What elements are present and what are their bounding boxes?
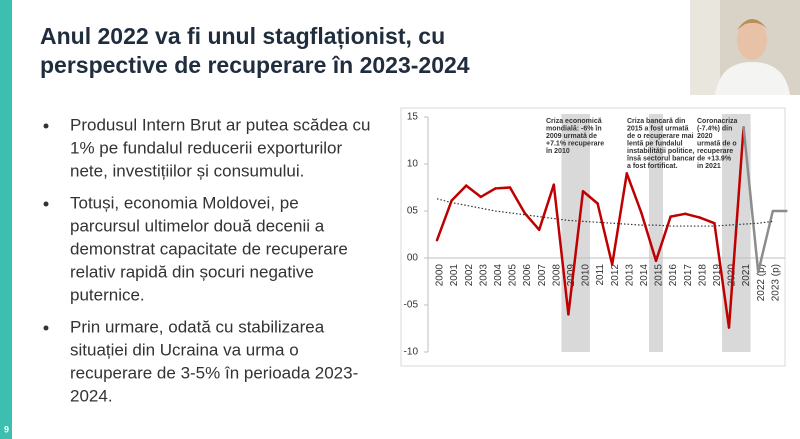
annotation: +7.1% recuperare — [546, 140, 604, 147]
annotation: în 2010 — [545, 148, 570, 155]
annotation: a fost fortificat. — [627, 163, 678, 170]
y-tick-label: 00 — [407, 253, 419, 264]
bullet-dot — [43, 201, 49, 207]
annotation: (-7.4%) din — [697, 125, 732, 132]
bullet-text: recuperare de 3-5% în perioada 2023- — [70, 363, 358, 382]
line-segment — [669, 212, 687, 218]
x-tick-label: 2022 (p) — [756, 264, 767, 301]
bullet-text: demonstrat capacitate de recuperare — [70, 239, 348, 258]
annotation: in 2021 — [697, 163, 721, 170]
x-tick-label: 2005 — [508, 264, 519, 287]
x-tick-label: 2001 — [449, 264, 460, 287]
annotation: Coronacriza — [697, 118, 738, 125]
line-segment — [464, 184, 483, 199]
annotation: recuperare — [697, 148, 733, 155]
bullet-text: Totuși, economia Moldovei, pe — [70, 193, 299, 212]
y-tick-label: 15 — [407, 112, 419, 123]
highlight-band — [561, 114, 590, 352]
bullet-dot — [43, 325, 49, 331]
line-segment — [450, 184, 468, 202]
annotation: mondială: -6% în — [546, 125, 602, 132]
bullet-text: Produsul Intern Brut ar putea scădea cu — [70, 115, 371, 134]
x-tick-label: 2017 — [683, 264, 694, 287]
bullet-dot — [43, 123, 49, 129]
line-segment — [581, 190, 599, 205]
line-segment — [654, 215, 672, 263]
x-tick-label: 2003 — [478, 264, 489, 287]
page-number: 9 — [4, 424, 9, 434]
x-tick-label: 2006 — [522, 264, 533, 287]
x-tick-label: 2016 — [668, 264, 679, 287]
line-segment — [625, 172, 643, 215]
bullet-text: 1% pe fundalul reducerii exporturilor — [70, 138, 342, 157]
x-tick-label: 2019 — [712, 264, 723, 287]
annotation: urmată de o — [697, 140, 737, 147]
y-tick-label: 10 — [407, 159, 419, 170]
annotation: 2015 a fost urmată — [627, 125, 689, 132]
line-segment — [435, 199, 453, 242]
line-segment — [610, 172, 629, 266]
chart-frame — [400, 107, 786, 367]
x-tick-label: 2015 — [654, 264, 665, 287]
x-tick-label: 2023 (p) — [770, 264, 781, 301]
annotation: instabilității politice, — [627, 148, 694, 155]
x-tick-label: 2000 — [435, 264, 446, 287]
bullet-text: parcursul ultimelor două decenii a — [70, 216, 325, 235]
line-segment — [742, 126, 760, 274]
line-segment — [523, 211, 541, 232]
line-segment — [640, 211, 658, 263]
slide-title: Anul 2022 va fi unul stagflaționist, cu — [40, 23, 445, 50]
line-segment — [567, 190, 585, 316]
y-tick-label: -10 — [404, 347, 419, 358]
line-segment — [727, 126, 745, 329]
line-segment — [479, 187, 497, 199]
highlight-band — [649, 114, 663, 352]
line-segment — [508, 186, 526, 215]
x-tick-label: 2013 — [624, 264, 635, 287]
x-tick-label: 2004 — [493, 264, 504, 287]
bullet-text: situației din Ucraina va urma o — [70, 340, 299, 359]
x-tick-label: 2002 — [464, 264, 475, 287]
annotation: 2009 urmată de — [546, 133, 597, 140]
y-tick-label: 05 — [407, 206, 419, 217]
line-segment — [552, 183, 570, 316]
x-tick-label: 2021 — [741, 264, 752, 287]
x-tick-label: 2008 — [551, 264, 562, 287]
line-segment — [713, 221, 731, 329]
line-segment — [494, 186, 512, 190]
bullet-text: 2024. — [70, 386, 113, 405]
accent-stripe — [0, 0, 12, 439]
annotation: lentă pe fundalul — [627, 140, 683, 147]
annotation: de +13.9% — [697, 155, 732, 162]
bullet-text: nete, investițiilor și consumului. — [70, 161, 304, 180]
x-tick-label: 2009 — [566, 264, 577, 287]
annotation: Criza economică — [546, 118, 602, 125]
x-tick-label: 2010 — [581, 264, 592, 287]
line-segment — [537, 183, 556, 232]
x-tick-label: 2012 — [610, 264, 621, 287]
x-tick-label: 2018 — [697, 264, 708, 287]
annotation: însă sectorul bancar — [626, 155, 695, 162]
line-segment — [596, 202, 614, 266]
bullet-list: Produsul Intern Brut ar putea scădea cu 1… — [43, 115, 371, 405]
annotation: Criza bancară din — [627, 118, 685, 125]
x-tick-label: 2007 — [537, 264, 548, 287]
webcam — [690, 0, 800, 95]
bullet-text: relativ rapidă din șocuri negative — [70, 262, 314, 281]
bullet-text: puternice. — [70, 285, 145, 304]
x-tick-label: 2014 — [639, 264, 650, 287]
x-tick-label: 2011 — [595, 264, 606, 286]
annotation: de o recuperare mai — [627, 133, 694, 140]
trend-line — [436, 198, 773, 227]
y-tick-label: -05 — [404, 300, 419, 311]
bullet-text: Prin urmare, odată cu stabilizarea — [70, 317, 325, 336]
line-segment — [698, 216, 716, 225]
line-segment — [756, 209, 775, 274]
slide-title: perspective de recuperare în 2023-2024 — [40, 52, 470, 78]
line-segment — [683, 212, 702, 219]
annotation: 2020 — [697, 133, 713, 140]
